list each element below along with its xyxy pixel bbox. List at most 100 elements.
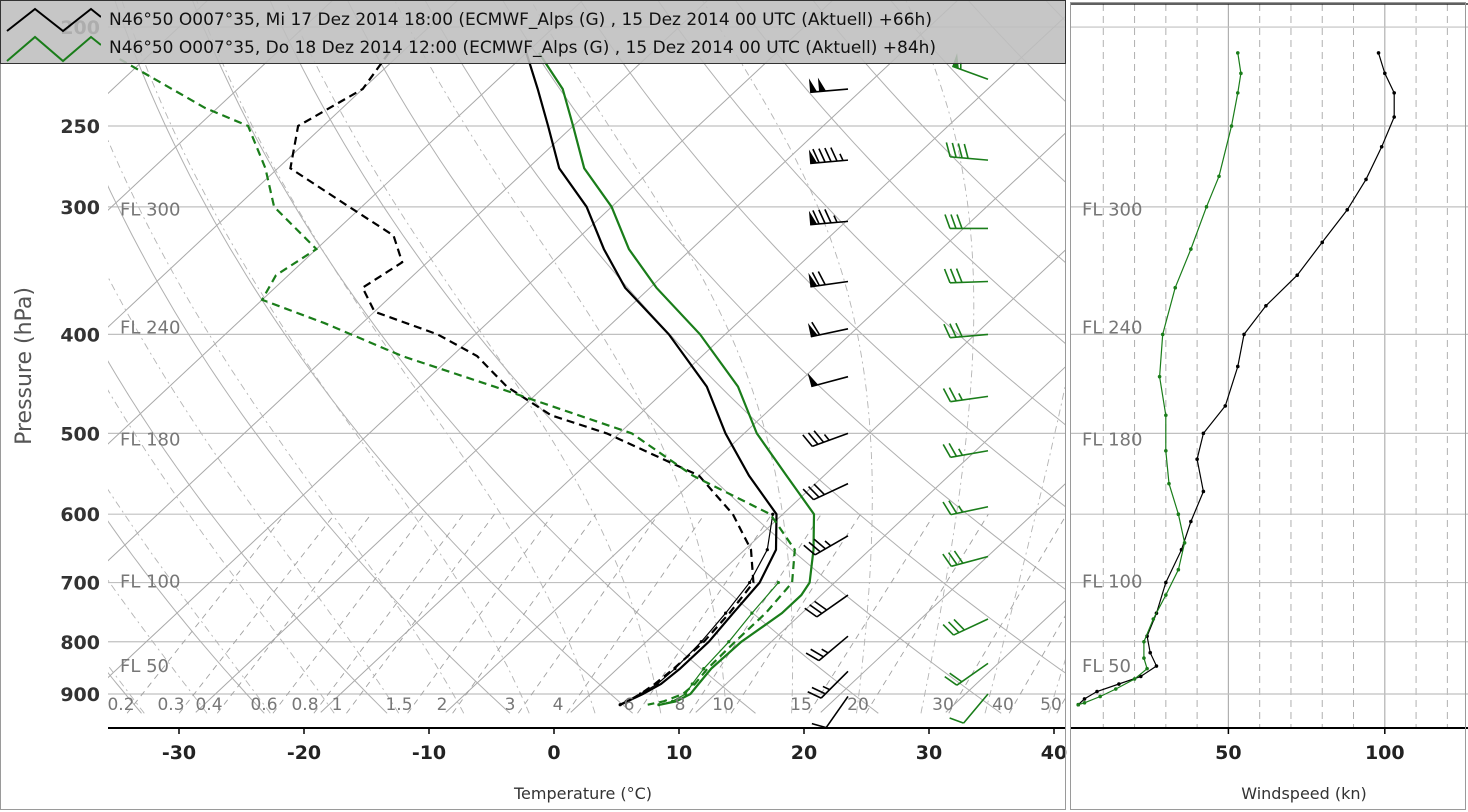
mixing-ratio-label: 2 bbox=[437, 695, 448, 715]
legend: N46°50 O007°35, Mi 17 Dez 2014 18:00 (EC… bbox=[0, 0, 1066, 64]
windspeed-point bbox=[1164, 593, 1168, 597]
dry-adiabat bbox=[889, 0, 1065, 183]
wind-barb bbox=[807, 321, 849, 338]
barb-flag bbox=[814, 600, 828, 611]
barb-flag bbox=[957, 143, 963, 159]
mixing-ratio-label: 20 bbox=[847, 695, 869, 715]
flight-level-label: FL 50 bbox=[120, 656, 169, 677]
mixing-ratio-label: 0.3 bbox=[157, 695, 184, 715]
windspeed-point bbox=[1076, 702, 1081, 707]
windspeed-point bbox=[1364, 177, 1368, 182]
series-point bbox=[702, 667, 706, 671]
mixing-ratio-label: 6 bbox=[624, 695, 635, 715]
x-tick-label: 40 bbox=[1041, 742, 1067, 764]
windspeed-point bbox=[1176, 567, 1181, 572]
barb-pennant bbox=[807, 323, 818, 337]
barb-flag bbox=[942, 623, 955, 636]
barb-flag bbox=[944, 675, 958, 686]
windspeed-point bbox=[1235, 51, 1240, 55]
barb-flag bbox=[942, 444, 952, 458]
barb-half-flag bbox=[958, 448, 964, 456]
barb-flag bbox=[805, 652, 820, 662]
barb-flag bbox=[813, 483, 826, 496]
barb-flag bbox=[942, 553, 952, 567]
series-dewpoint bbox=[119, 58, 796, 706]
barb-flag bbox=[812, 148, 820, 163]
isotherm bbox=[820, 483, 1065, 713]
flight-level-label: FL 100 bbox=[1082, 572, 1142, 593]
windspeed-point bbox=[1383, 71, 1387, 76]
windspeed-point bbox=[1295, 273, 1300, 278]
barb-flag bbox=[963, 143, 969, 159]
moist-adiabat bbox=[108, 389, 335, 714]
wind-barb bbox=[807, 372, 849, 388]
wind-barb bbox=[942, 550, 989, 568]
mixing-ratio-line bbox=[948, 516, 1065, 714]
x-tick-label: 0 bbox=[547, 742, 560, 764]
wind-barb bbox=[808, 77, 849, 94]
windspeed-point bbox=[1182, 541, 1187, 545]
mixing-ratio-line bbox=[1008, 615, 1065, 714]
series-point bbox=[638, 692, 642, 696]
series-temperature bbox=[525, 52, 778, 706]
windspeed-point bbox=[1098, 694, 1102, 699]
barb-flag bbox=[807, 691, 822, 699]
series-point bbox=[724, 611, 728, 615]
barb-flag bbox=[811, 722, 827, 729]
wind-barb bbox=[942, 618, 989, 636]
barb-staff bbox=[952, 65, 989, 81]
barb-staff bbox=[814, 535, 849, 556]
barb-flag bbox=[830, 147, 838, 162]
wind-barb bbox=[802, 430, 849, 448]
barb-flag bbox=[811, 271, 820, 286]
series-point bbox=[699, 640, 703, 644]
wind-barb bbox=[807, 670, 849, 699]
barb-staff bbox=[825, 695, 849, 729]
windspeed-point bbox=[1145, 666, 1149, 671]
mixing-ratio-line bbox=[517, 513, 659, 714]
x-tick-label: 20 bbox=[791, 742, 817, 764]
wind-barb bbox=[942, 500, 989, 516]
mixing-ratio-line bbox=[407, 513, 554, 714]
barb-flag bbox=[955, 322, 963, 338]
barb-staff bbox=[950, 333, 989, 339]
wind-barbs bbox=[802, 53, 989, 729]
skewt-axes: -30 -20 -10 0 10 20 30 402503004005006007008009… bbox=[60, 17, 1067, 764]
y-axis-label: Pressure (hPa) bbox=[12, 287, 37, 445]
windspeed-plot: 50 100 FL 300 FL 240 FL 180 FL 100 FL 50 Winds… bbox=[1068, 0, 1468, 812]
windspeed-point bbox=[1201, 431, 1206, 436]
barb-staff bbox=[953, 618, 989, 636]
flight-level-label: FL 100 bbox=[120, 572, 180, 593]
wind-barb bbox=[803, 535, 849, 556]
dry-adiabat bbox=[657, 0, 1065, 426]
barb-flag bbox=[811, 686, 826, 695]
windspeed-series bbox=[1078, 52, 1242, 706]
windspeed-point bbox=[1082, 700, 1087, 705]
series-point bbox=[748, 580, 752, 585]
mixing-ratio-line bbox=[637, 513, 773, 714]
x-tick-label: -20 bbox=[287, 742, 321, 764]
windspeed-point bbox=[1167, 481, 1171, 486]
barb-flag bbox=[949, 268, 957, 283]
wind-barb bbox=[943, 268, 989, 284]
barb-half-flag bbox=[823, 433, 830, 441]
windspeed-point bbox=[1113, 687, 1118, 691]
legend-swatch-black bbox=[6, 7, 101, 33]
wind-barb bbox=[945, 142, 989, 161]
mixing-ratio-label: 1 bbox=[332, 695, 343, 715]
wind-barb bbox=[805, 635, 849, 662]
barb-flag bbox=[810, 648, 824, 658]
dry-adiabat bbox=[346, 0, 1002, 714]
dry-adiabat bbox=[108, 360, 388, 714]
barb-pennant bbox=[808, 149, 818, 164]
windspeed-point bbox=[1157, 374, 1162, 379]
series-point bbox=[776, 580, 780, 585]
barb-flag bbox=[945, 142, 951, 158]
barb-flag bbox=[948, 387, 958, 402]
barb-flag bbox=[818, 209, 826, 224]
series-point bbox=[690, 682, 694, 686]
dry-adiabat bbox=[114, 0, 634, 714]
flight-level-label: FL 50 bbox=[1082, 656, 1131, 677]
mixing-ratio-line bbox=[126, 513, 286, 714]
barb-staff bbox=[818, 635, 849, 662]
